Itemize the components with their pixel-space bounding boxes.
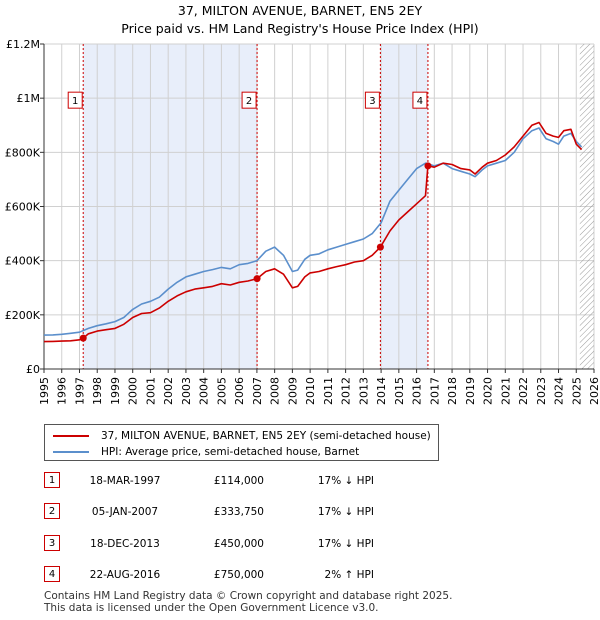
x-tick-label: 2020: [482, 377, 495, 405]
x-tick-label: 2007: [251, 377, 264, 405]
x-tick-label: 2022: [517, 377, 530, 405]
x-tick-label: 2024: [553, 377, 566, 405]
sale-label: 4: [417, 96, 423, 107]
sale-label-box: [241, 91, 257, 109]
x-tick-label: 2026: [588, 377, 600, 405]
series-line-hpi: [43, 127, 583, 336]
sale-label: 1: [72, 96, 78, 107]
y-tick-label: £600K: [5, 201, 41, 214]
sale-price: £333,750: [213, 506, 264, 518]
chart-legend: 37, MILTON AVENUE, BARNET, EN5 2EY (semi…: [44, 424, 439, 461]
y-tick-label: £0: [26, 363, 40, 376]
x-tick-label: 2025: [570, 377, 583, 405]
legend-swatch-hpi: [53, 451, 89, 453]
table-row: 3 18-DEC-2013 £450,000 17% ↓ HPI: [44, 534, 464, 554]
sale-number-badge: 3: [44, 535, 60, 551]
x-tick-label: 2010: [304, 377, 317, 405]
x-tick-label: 2014: [375, 377, 388, 405]
x-tick-label: 1997: [73, 377, 86, 405]
x-tick-label: 1996: [56, 377, 69, 405]
x-tick-label: 2004: [198, 377, 211, 405]
price-chart: 1 2 3 4 £0 £200K £400K £600K £800K £1M £1.2M 1995 19…: [5, 38, 600, 405]
sale-label-box: [412, 91, 428, 109]
y-tick-label: £1.2M: [6, 38, 40, 51]
x-tick-label: 2002: [162, 377, 175, 405]
x-tick-label: 1999: [109, 377, 122, 405]
sale-date: 22-AUG-2016: [89, 569, 161, 581]
y-tick-label: £200K: [5, 309, 41, 322]
x-tick-label: 2001: [144, 377, 157, 405]
sale-price: £450,000: [213, 538, 264, 550]
legend-item-property: 37, MILTON AVENUE, BARNET, EN5 2EY (semi…: [53, 428, 431, 444]
sale-date: 18-MAR-1997: [89, 475, 161, 487]
footer-attribution: Contains HM Land Registry data © Crown c…: [44, 590, 452, 614]
sale-label-box: [364, 91, 380, 109]
table-row: 4 22-AUG-2016 £750,000 2% ↑ HPI: [44, 565, 464, 585]
chart-subtitle: Price paid vs. HM Land Registry's House …: [121, 21, 479, 36]
sale-number-badge: 2: [44, 503, 60, 519]
sale-point: [424, 162, 432, 170]
sale-point: [79, 334, 87, 342]
x-tick-label: 2021: [499, 377, 512, 405]
forecast-hatch: [579, 44, 594, 369]
footer-line-1: Contains HM Land Registry data © Crown c…: [44, 590, 453, 602]
x-tick-label: 2011: [322, 377, 335, 405]
sale-hpi-diff: 17% ↓ HPI: [317, 538, 374, 550]
sale-label: 3: [369, 96, 375, 107]
sale-point: [253, 275, 261, 283]
legend-item-hpi: HPI: Average price, semi-detached house,…: [53, 444, 359, 460]
chart-title: 37, MILTON AVENUE, BARNET, EN5 2EY: [177, 3, 423, 18]
series-line-property: [43, 121, 583, 343]
sale-hpi-diff: 17% ↓ HPI: [317, 475, 374, 487]
x-tick-label: 2023: [535, 377, 548, 405]
x-tick-label: 2008: [269, 377, 282, 405]
sale-number-badge: 4: [44, 566, 60, 582]
sale-point: [376, 243, 384, 251]
table-row: 1 18-MAR-1997 £114,000 17% ↓ HPI: [44, 471, 464, 491]
sale-number-badge: 1: [44, 472, 60, 488]
x-tick-label: 2018: [446, 377, 459, 405]
sale-label: 2: [246, 96, 252, 107]
y-tick-label: £400K: [5, 255, 41, 268]
sale-hpi-diff: 2% ↑ HPI: [324, 569, 374, 581]
x-tick-label: 1995: [38, 377, 51, 405]
x-tick-label: 2013: [357, 377, 370, 405]
x-tick-label: 2009: [286, 377, 299, 405]
sale-label-box: [67, 91, 83, 109]
x-tick-label: 2003: [180, 377, 193, 405]
sale-price: £750,000: [213, 569, 264, 581]
x-tick-label: 2000: [127, 377, 140, 405]
legend-label-property: 37, MILTON AVENUE, BARNET, EN5 2EY (semi…: [101, 430, 431, 442]
table-row: 2 05-JAN-2007 £333,750 17% ↓ HPI: [44, 502, 464, 522]
x-tick-label: 2012: [340, 377, 353, 405]
sale-hpi-diff: 17% ↓ HPI: [317, 506, 374, 518]
y-tick-label: £1M: [17, 92, 41, 105]
x-tick-label: 1998: [91, 377, 104, 405]
sale-date: 05-JAN-2007: [91, 506, 159, 518]
sale-date: 18-DEC-2013: [90, 538, 160, 550]
footer-line-2: This data is licensed under the Open Gov…: [44, 602, 379, 614]
legend-swatch-property: [53, 435, 89, 437]
x-tick-label: 2015: [393, 377, 406, 405]
x-tick-label: 2005: [215, 377, 228, 405]
y-tick-label: £800K: [5, 146, 41, 159]
sale-price: £114,000: [213, 475, 264, 487]
x-tick-label: 2017: [428, 377, 441, 405]
legend-label-hpi: HPI: Average price, semi-detached house,…: [101, 446, 360, 458]
x-tick-label: 2016: [411, 377, 424, 405]
chart-title-block: 37, MILTON AVENUE, BARNET, EN5 2EY Price…: [0, 2, 600, 38]
x-tick-label: 2019: [464, 377, 477, 405]
x-tick-label: 2006: [233, 377, 246, 405]
